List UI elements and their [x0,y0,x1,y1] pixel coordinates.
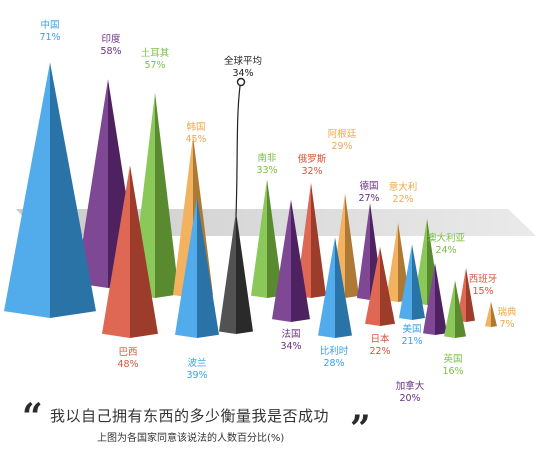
average-pyramid [219,211,253,334]
pyramid-加拿大 [423,263,447,335]
pyramids-layer [4,62,497,338]
open-quote-icon: “ [22,396,43,438]
average-label: 全球平均 [224,55,262,67]
value-label: 34% [280,341,301,352]
pyramid-中国 [4,62,96,319]
country-label: 土耳其 [141,47,170,59]
label-瑞典: 瑞典7% [497,306,517,330]
value-label: 45% [185,134,206,145]
country-label: 英国 [443,353,462,365]
pyramid-英国 [444,280,466,338]
country-label: 加拿大 [396,380,425,392]
country-label: 西班牙 [469,273,498,285]
country-label: 意大利 [389,181,418,193]
value-label: 28% [323,358,344,369]
pyramid-日本 [365,246,395,326]
chart-subtitle: 上图为各国家同意该说法的人数百分比(%) [97,433,285,444]
value-label: 22% [392,194,413,205]
country-label: 巴西 [118,347,137,358]
country-label: 比利时 [320,345,349,357]
country-label: 韩国 [186,121,205,133]
value-label: 29% [331,141,352,152]
pyramid-波兰 [175,197,219,338]
caption: “ 我以自己拥有东西的多少衡量我是否成功 ” 上图为各国家同意该说法的人数百分比… [0,397,544,451]
country-label: 阿根廷 [328,128,357,140]
country-label: 瑞典 [497,306,517,318]
value-label: 20% [399,393,420,404]
pyramid-法国 [272,199,310,322]
pyramid-巴西 [102,165,158,338]
country-label: 澳大利亚 [427,232,466,244]
value-label: 7% [499,319,514,330]
country-label: 日本 [370,333,390,345]
value-label: 71% [39,32,60,43]
country-label: 美国 [402,323,421,335]
value-label: 21% [401,336,422,347]
country-label: 中国 [40,19,59,31]
value-label: 24% [435,245,456,256]
value-label: 33% [256,165,277,176]
average-leader-line [235,85,241,216]
country-label: 德国 [359,180,378,192]
value-label: 39% [186,370,207,381]
country-label: 俄罗斯 [298,153,327,165]
close-quote-icon: ” [350,408,371,450]
country-label: 南非 [257,152,277,164]
chart-title: 我以自己拥有东西的多少衡量我是否成功 [50,407,330,425]
value-label: 16% [442,366,463,377]
value-label: 15% [472,286,493,297]
pyramid-美国 [399,244,425,320]
pyramid-比利时 [318,237,352,338]
country-label: 法国 [281,328,300,340]
country-label: 印度 [101,33,121,45]
average-value-label: 34% [232,68,253,79]
value-label: 48% [117,359,138,370]
value-label: 58% [100,46,121,57]
average-marker [236,77,246,87]
value-label: 27% [358,193,379,204]
value-label: 22% [369,346,390,357]
pyramid-南非 [251,179,283,298]
pyramid-瑞典 [485,301,497,327]
value-label: 57% [144,60,165,71]
country-label: 波兰 [187,357,206,369]
value-label: 32% [301,166,322,177]
